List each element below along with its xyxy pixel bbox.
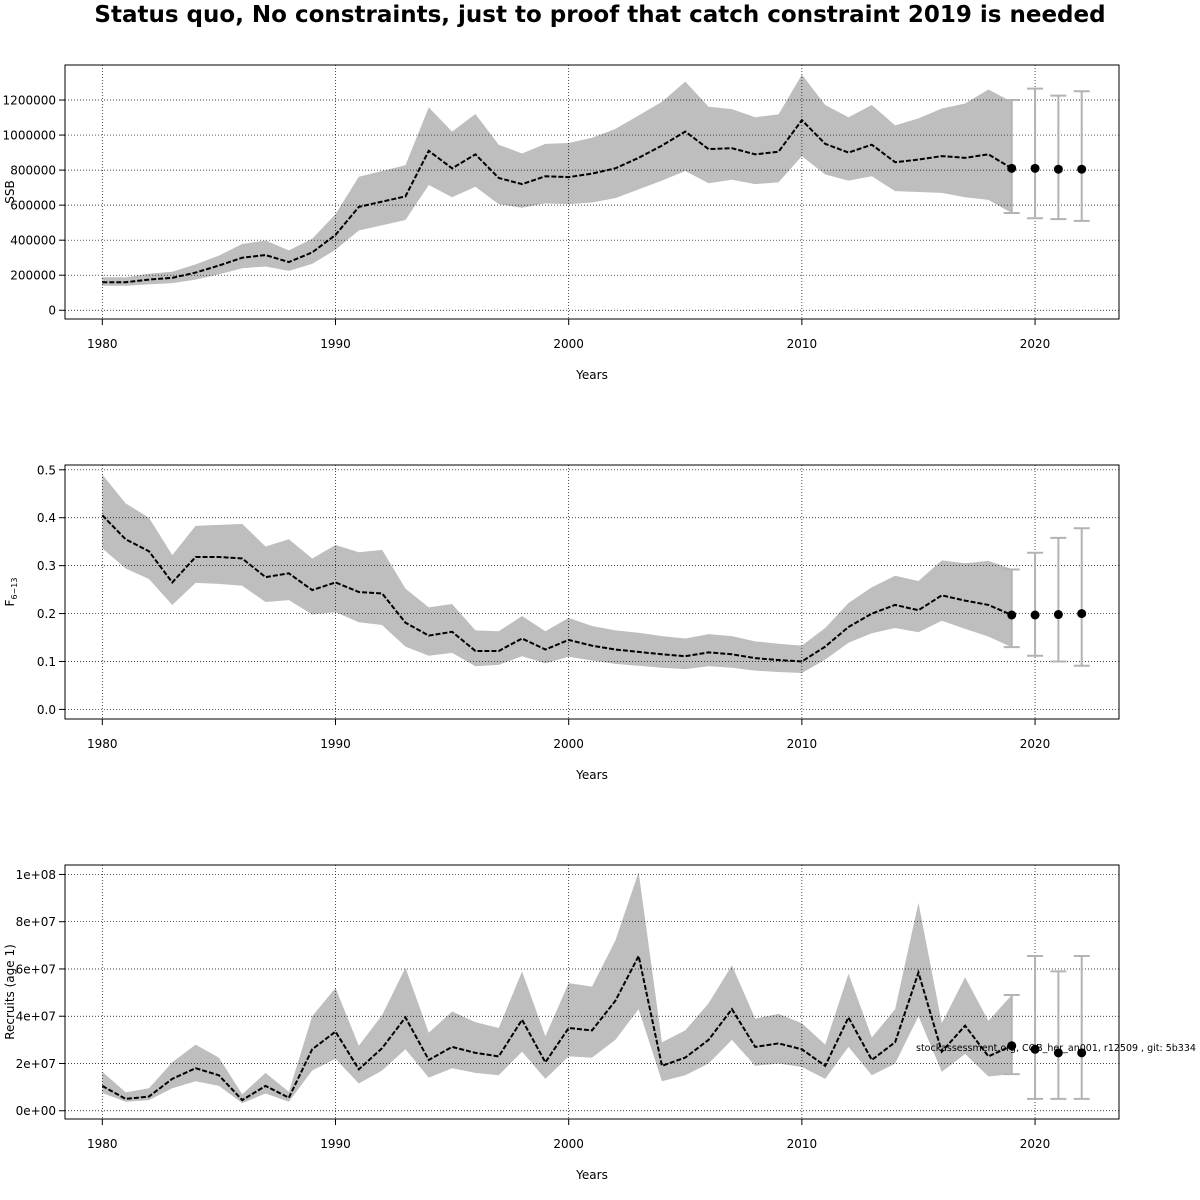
forecast-point (1007, 610, 1017, 620)
x-axis-label: Years (575, 368, 608, 382)
y-tick-label: 0e+00 (16, 1104, 56, 1118)
x-tick-label: 2010 (787, 1137, 818, 1151)
chart-panel-2: 1980 1990 2000 2010 2020 0.0 0.1 0.2 0.3 0.4 0.5 Ye… (3, 463, 1120, 782)
footnote-text: stockassessment.org, COB_her_an001, r125… (916, 1043, 1196, 1054)
confidence-band (102, 474, 1012, 673)
y-axis-label: F6−13 (3, 578, 19, 607)
x-tick-label: 1980 (87, 737, 118, 751)
y-tick-label: 1e+08 (16, 868, 56, 882)
x-tick-label: 2000 (553, 737, 584, 751)
x-tick-label: 2000 (553, 1137, 584, 1151)
y-tick-label: 200000 (10, 269, 56, 283)
forecast-point (1077, 1048, 1087, 1058)
x-tick-label: 1990 (320, 337, 351, 351)
y-tick-label: 0 (48, 304, 56, 318)
x-tick-label: 2020 (1020, 1137, 1051, 1151)
y-tick-label: 0.2 (37, 607, 56, 621)
forecast-point (1053, 164, 1063, 174)
confidence-band (102, 74, 1012, 286)
x-tick-label: 2010 (787, 737, 818, 751)
chart-panel-3: 1980 1990 2000 2010 2020 0e+00 2e+07 4e+07 6e+07… (3, 864, 1120, 1182)
forecast-point (1030, 1044, 1040, 1054)
y-tick-label: 6e+07 (16, 962, 56, 976)
y-tick-label: 0.4 (37, 511, 56, 525)
x-tick-label: 2000 (553, 337, 584, 351)
forecast-point (1007, 163, 1017, 173)
y-tick-label: 800000 (10, 164, 56, 178)
plot-frame (64, 464, 1120, 720)
x-axis-label: Years (575, 768, 608, 782)
y-tick-label: 8e+07 (16, 915, 56, 929)
forecast-point (1007, 1041, 1017, 1051)
forecast-point (1077, 609, 1087, 619)
estimate-line (101, 953, 1013, 1102)
chart-panel-1: 1980 1990 2000 2010 2020 0 200000 400000 600000 8… (3, 64, 1120, 382)
chart-title: Status quo, No constraints, just to proo… (94, 2, 1106, 28)
x-tick-label: 2020 (1020, 737, 1051, 751)
y-tick-label: 4e+07 (16, 1010, 56, 1024)
y-axis-label: Recruits (age 1) (3, 944, 17, 1040)
x-tick-label: 2020 (1020, 337, 1051, 351)
y-tick-label: 0.0 (37, 703, 56, 717)
plot-frame (64, 864, 1120, 1120)
estimate-line (101, 514, 1013, 663)
x-axis-label: Years (575, 1168, 608, 1182)
y-tick-label: 0.1 (37, 655, 56, 669)
forecast-point (1030, 610, 1040, 620)
plot-frame (64, 64, 1120, 320)
y-tick-label: 400000 (10, 234, 56, 248)
x-tick-label: 2010 (787, 337, 818, 351)
x-tick-label: 1980 (87, 1137, 118, 1151)
forecast-point (1030, 163, 1040, 173)
forecast-point (1053, 1048, 1063, 1058)
x-tick-label: 1990 (320, 737, 351, 751)
x-tick-label: 1990 (320, 1137, 351, 1151)
y-tick-label: 0.3 (37, 559, 56, 573)
y-axis-label: SSB (3, 180, 17, 203)
y-tick-label: 0.5 (37, 463, 56, 477)
y-tick-label: 1000000 (3, 129, 56, 143)
x-tick-label: 1980 (87, 337, 118, 351)
estimate-line (102, 118, 1013, 284)
y-tick-label: 2e+07 (16, 1057, 56, 1071)
y-tick-label: 600000 (10, 199, 56, 213)
forecast-point (1053, 610, 1063, 620)
confidence-band (102, 872, 1012, 1104)
y-tick-label: 1200000 (3, 94, 56, 108)
forecast-point (1077, 164, 1087, 174)
